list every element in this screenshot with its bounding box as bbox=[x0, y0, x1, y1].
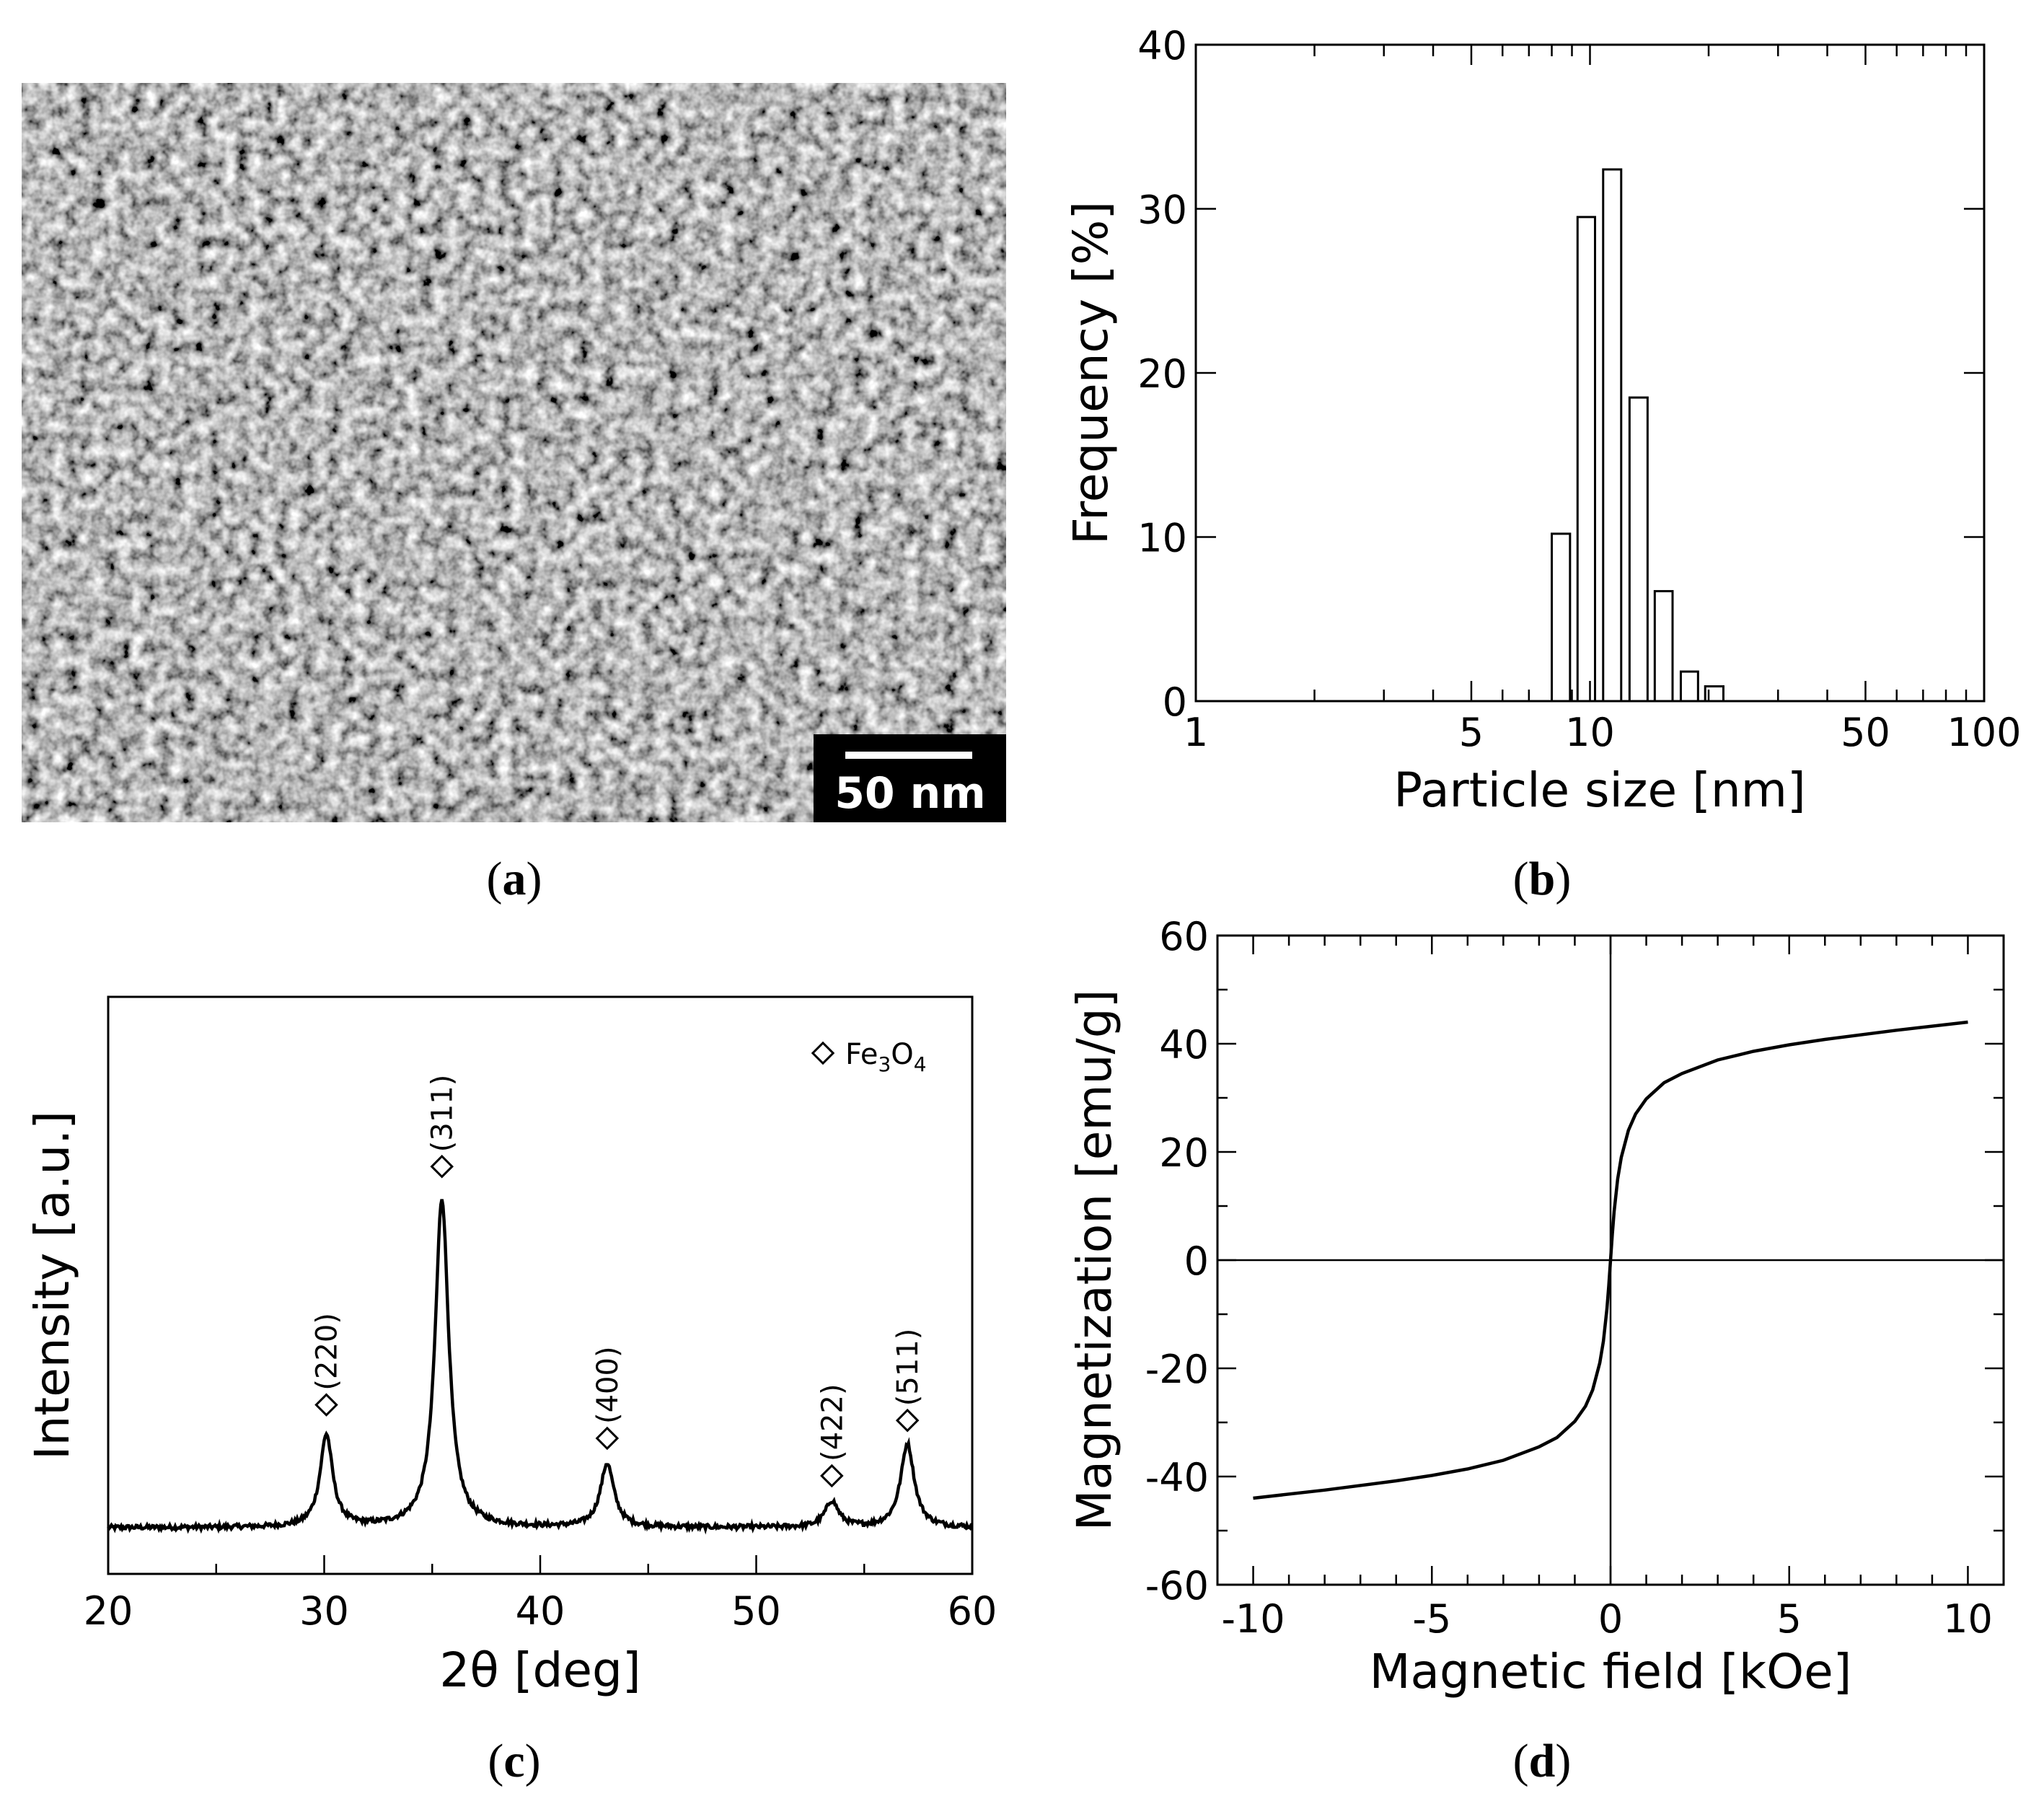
panel-d-ytick-label: -20 bbox=[1145, 1347, 1209, 1392]
histogram-bars bbox=[1551, 168, 1724, 703]
panel-b-xtick-label: 1 bbox=[1184, 710, 1208, 755]
peak-label: (511) bbox=[891, 1329, 925, 1407]
panel-d-xtick-label: 0 bbox=[1598, 1596, 1623, 1642]
panel-c-ticks: 20 30 40 50 60 bbox=[84, 1555, 997, 1634]
peak-label: (311) bbox=[426, 1075, 459, 1153]
panel-c-xlabel: 2θ [deg] bbox=[439, 1642, 640, 1698]
peak-label: (400) bbox=[591, 1346, 625, 1424]
histogram-bar-4 bbox=[1653, 590, 1674, 703]
panel-a-label: (a) bbox=[487, 853, 542, 905]
panel-c-xtick-label: 30 bbox=[299, 1588, 349, 1634]
panel-b-label: (b) bbox=[1513, 853, 1572, 905]
sem-texture bbox=[22, 83, 1006, 822]
panel-d-xlabel: Magnetic field [kOe] bbox=[1370, 1644, 1852, 1699]
panel-d-ytick-label: 20 bbox=[1159, 1130, 1209, 1176]
panel-a-sem-image: 50 nm bbox=[22, 83, 1006, 822]
panel-c-ylabel: Intensity [a.u.] bbox=[25, 1111, 80, 1460]
panel-b-xtick-label: 100 bbox=[1947, 710, 2021, 755]
xrd-pattern bbox=[107, 1199, 973, 1535]
panel-b-ticks: 1 5 10 50 100 0 10 20 30 40 bbox=[1137, 23, 2021, 755]
panel-d-magnetization: -10 -5 0 5 10 -60 -40 -20 0 20 40 60 Magnetic field… bbox=[1067, 914, 2005, 1699]
panel-d-ytick-label: -40 bbox=[1145, 1455, 1209, 1500]
panel-c-xtick-label: 40 bbox=[516, 1588, 565, 1634]
panel-b-ytick-label: 10 bbox=[1137, 516, 1187, 561]
histogram-bar-2 bbox=[1602, 168, 1623, 703]
panel-d-xtick-label: 5 bbox=[1777, 1596, 1802, 1642]
panel-c-frame bbox=[107, 995, 974, 1575]
magnetization-line bbox=[1253, 1020, 1968, 1500]
panel-d-label: (d) bbox=[1513, 1735, 1572, 1787]
panel-d-ytick-label: 60 bbox=[1159, 914, 1209, 959]
peak-label: (220) bbox=[310, 1313, 343, 1391]
scale-bar-label: 50 nm bbox=[834, 768, 986, 819]
xrd-peak-annotations: (220) (311) (400) (422) (511) bbox=[310, 1075, 925, 1488]
peak-marker-icon bbox=[314, 1393, 338, 1417]
panel-b-ytick-label: 20 bbox=[1137, 351, 1187, 397]
panel-c-xrd: (220) (311) (400) (422) (511) 20 30 40 50 60 Fe3… bbox=[25, 995, 997, 1698]
peak-marker-icon bbox=[595, 1426, 620, 1451]
peak-marker-icon bbox=[820, 1464, 844, 1488]
panel-b-xlabel: Particle size [nm] bbox=[1393, 762, 1805, 818]
panel-b-histogram: 1 5 10 50 100 0 10 20 30 40 Particle size [nm] Fr… bbox=[1063, 23, 2022, 818]
scale-bar-box bbox=[814, 734, 1006, 822]
panel-d-ticks: -10 -5 0 5 10 -60 -40 -20 0 20 40 60 bbox=[1145, 914, 2004, 1642]
legend-marker-icon bbox=[811, 1041, 835, 1065]
histogram-bar-0 bbox=[1551, 532, 1572, 703]
panel-b-ytick-label: 0 bbox=[1163, 679, 1187, 725]
panel-b-xtick-label: 10 bbox=[1565, 710, 1615, 755]
panel-d-xtick-label: 10 bbox=[1943, 1596, 1993, 1642]
peak-marker-icon bbox=[895, 1408, 920, 1433]
panel-d-ytick-label: -60 bbox=[1145, 1563, 1209, 1609]
panel-c-xtick-label: 20 bbox=[84, 1588, 133, 1634]
panel-d-ylabel: Magnetization [emu/g] bbox=[1067, 990, 1122, 1531]
magnetization-curve bbox=[1217, 936, 2004, 1585]
peak-label: (422) bbox=[816, 1383, 849, 1461]
panel-d-ytick-label: 0 bbox=[1184, 1238, 1209, 1284]
histogram-bar-5 bbox=[1679, 670, 1699, 703]
legend-label: Fe3O4 bbox=[845, 1038, 927, 1076]
panel-d-ytick-label: 40 bbox=[1159, 1022, 1209, 1068]
histogram-bar-3 bbox=[1628, 396, 1649, 703]
panel-b-xtick-label: 50 bbox=[1841, 710, 1890, 755]
panel-b-xtick-label: 5 bbox=[1459, 710, 1484, 755]
panel-c-label: (c) bbox=[488, 1735, 540, 1787]
histogram-bar-1 bbox=[1576, 216, 1597, 703]
xrd-line bbox=[107, 1199, 973, 1535]
panel-c-xtick-label: 60 bbox=[948, 1588, 997, 1634]
panel-b-ylabel: Frequency [%] bbox=[1063, 201, 1119, 545]
panel-c-xtick-label: 50 bbox=[731, 1588, 781, 1634]
panel-d-xtick-label: -10 bbox=[1221, 1596, 1285, 1642]
scale-bar bbox=[845, 752, 972, 759]
panel-d-xtick-label: -5 bbox=[1412, 1596, 1451, 1642]
legend-fe3o4: Fe3O4 bbox=[811, 1038, 927, 1076]
peak-marker-icon bbox=[430, 1154, 454, 1179]
panel-b-ytick-label: 30 bbox=[1137, 188, 1187, 233]
panel-b-ytick-label: 40 bbox=[1137, 23, 1187, 69]
